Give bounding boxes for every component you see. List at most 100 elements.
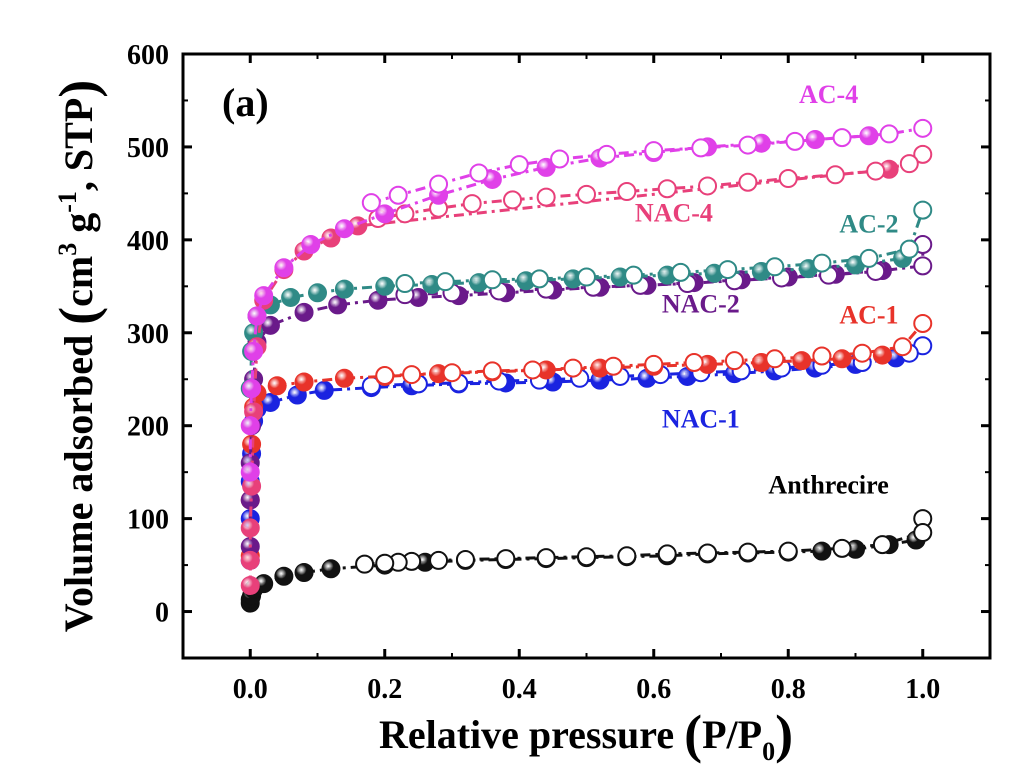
desorption-point — [355, 554, 375, 574]
desorption-point — [812, 253, 832, 273]
desorption-point — [913, 118, 933, 138]
desorption-point — [455, 550, 475, 570]
adsorption-point — [274, 258, 294, 278]
desorption-point — [765, 257, 785, 277]
series-ac-1 — [240, 313, 933, 566]
desorption-point — [597, 144, 617, 164]
panel-label: (a) — [222, 80, 269, 125]
adsorption-point — [375, 276, 395, 296]
desorption-point — [718, 260, 738, 280]
adsorption-point — [240, 576, 260, 596]
desorption-point — [852, 343, 872, 363]
desorption-point — [913, 256, 933, 276]
series-label: NAC-2 — [662, 289, 740, 318]
desorption-point — [523, 360, 543, 380]
desorption-point — [429, 550, 449, 570]
y-tick-label: 400 — [127, 226, 169, 257]
desorption-point — [812, 346, 832, 366]
desorption-point — [388, 185, 408, 205]
desorption-point — [617, 546, 637, 566]
x-tick-label: 1.0 — [905, 674, 940, 705]
desorption-point — [536, 187, 556, 207]
adsorption-point — [328, 295, 348, 315]
desorption-point — [536, 548, 556, 568]
x-axis-title: Relative pressure (P/P0) — [379, 704, 793, 766]
y-tick-label: 200 — [127, 412, 169, 443]
y-tick-label: 300 — [127, 319, 169, 350]
adsorption-point — [805, 129, 825, 149]
desorption-point — [879, 124, 899, 144]
desorption-point — [624, 265, 644, 285]
desorption-point — [550, 149, 570, 169]
desorption-point — [698, 543, 718, 563]
desorption-point — [765, 349, 785, 369]
series-desorption-line-nac-4 — [377, 153, 924, 220]
adsorption-point — [872, 345, 892, 365]
adsorption-point — [254, 286, 274, 306]
series-label: Anthrecire — [768, 471, 888, 500]
adsorption-point — [314, 380, 334, 400]
adsorption-point — [244, 341, 264, 361]
desorption-point — [899, 154, 919, 174]
desorption-point — [778, 541, 798, 561]
adsorption-point — [281, 287, 301, 307]
desorption-point — [482, 270, 502, 290]
desorption-point — [509, 155, 529, 175]
desorption-point — [698, 176, 718, 196]
desorption-point — [429, 174, 449, 194]
series-ac-4 — [240, 118, 933, 482]
y-axis-title: Volume adsorbed (cm3 g-1, STP) — [48, 80, 108, 633]
adsorption-point — [334, 219, 354, 239]
series-line-nac-2 — [248, 269, 883, 547]
adsorption-point — [321, 559, 341, 579]
desorption-point — [671, 262, 691, 282]
desorption-point — [913, 313, 933, 333]
x-tick-label: 0.8 — [771, 674, 806, 705]
desorption-point — [469, 163, 489, 183]
desorption-point — [785, 131, 805, 151]
adsorption-point — [294, 372, 314, 392]
series-line-nac-1 — [248, 356, 897, 561]
adsorption-point — [240, 462, 260, 482]
adsorption-point — [240, 416, 260, 436]
axes: 0.0 0.2 0.4 0.6 0.8 1.0 0 100 200 300 400 500 600 — [127, 40, 990, 705]
desorption-point — [684, 353, 704, 373]
desorption-point — [832, 128, 852, 148]
desorption-point — [657, 179, 677, 199]
desorption-point — [503, 190, 523, 210]
desorption-point — [375, 553, 395, 573]
desorption-point — [691, 138, 711, 158]
adsorption-point — [240, 518, 260, 538]
desorption-point — [893, 337, 913, 357]
x-tick-label: 0.6 — [636, 674, 671, 705]
series-label: NAC-4 — [635, 198, 713, 227]
adsorption-point — [242, 379, 262, 399]
desorption-point — [738, 542, 758, 562]
desorption-point — [872, 535, 892, 555]
desorption-point — [529, 269, 549, 289]
adsorption-point — [859, 126, 879, 146]
series-desorption-line-nac-1 — [371, 344, 924, 388]
adsorption-point — [334, 368, 354, 388]
adsorption-point — [301, 234, 321, 254]
desorption-point — [859, 248, 879, 268]
series-label: AC-4 — [799, 80, 858, 109]
y-tick-label: 100 — [127, 505, 169, 536]
desorption-point — [462, 194, 482, 214]
y-tick-label: 0 — [155, 598, 169, 629]
desorption-point — [375, 366, 395, 386]
desorption-point — [724, 351, 744, 371]
adsorption-point — [792, 351, 812, 371]
desorption-point — [644, 354, 664, 374]
y-tick-label: 600 — [127, 40, 169, 71]
desorption-point — [617, 182, 637, 202]
desorption-point — [832, 538, 852, 558]
x-tick-label: 0.2 — [367, 674, 402, 705]
adsorption-point — [247, 306, 267, 326]
adsorption-point — [294, 563, 314, 583]
series-labels: AC-4 NAC-4 AC-2 NAC-2 AC-1 NAC-1 Anthrecire — [635, 80, 899, 499]
desorption-point — [913, 144, 933, 164]
desorption-point — [482, 361, 502, 381]
desorption-point — [913, 523, 933, 543]
